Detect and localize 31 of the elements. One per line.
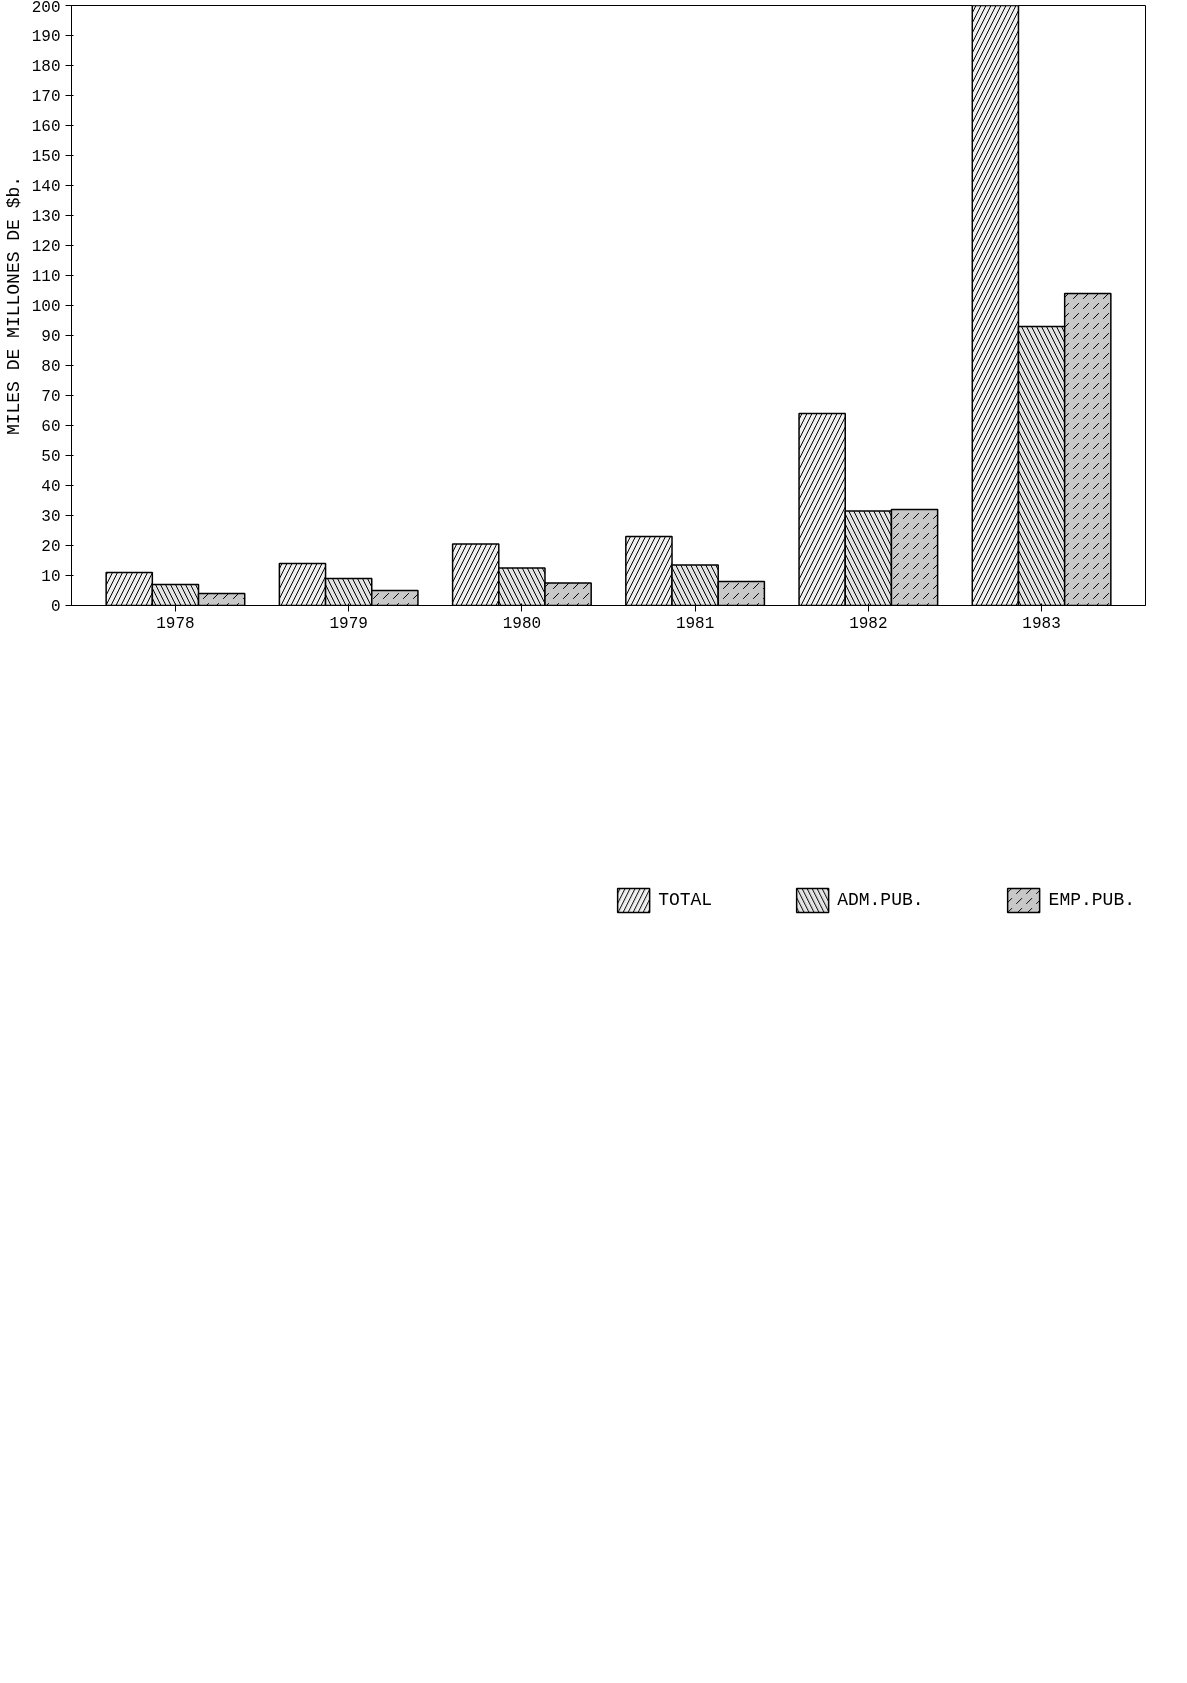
- y-tick-label: 10: [41, 568, 61, 586]
- y-tick-label: 170: [31, 88, 61, 106]
- y-tick-label: 120: [31, 238, 61, 256]
- y-tick-label: 90: [41, 328, 61, 346]
- y-tick-label: 100: [31, 298, 61, 316]
- y-tick-label: 60: [41, 418, 61, 436]
- y-tick-label: 50: [41, 448, 61, 466]
- x-tick-label: 1982: [849, 614, 888, 633]
- y-tick-label: 110: [31, 268, 61, 286]
- y-tick-label: 200: [31, 0, 61, 17]
- legend-label: EMP.PUB.: [1048, 890, 1135, 910]
- y-tick-label: 70: [41, 388, 61, 406]
- y-tick-label: 0: [50, 598, 61, 616]
- y-tick-label: 40: [41, 478, 61, 496]
- y-tick-label: 80: [41, 358, 61, 376]
- x-tick-label: 1983: [1022, 614, 1061, 633]
- y-tick-label: 140: [31, 178, 61, 196]
- y-tick-label: 180: [31, 58, 61, 76]
- y-tick-label: 30: [41, 508, 61, 526]
- legend-label: ADM.PUB.: [837, 890, 924, 910]
- y-tick-label: 190: [31, 28, 61, 46]
- x-tick-label: 1981: [675, 614, 715, 633]
- y-tick-label: 130: [31, 208, 61, 226]
- x-tick-label: 1978: [156, 614, 195, 633]
- y-tick-label: 20: [41, 538, 61, 556]
- x-tick-label: 1980: [502, 614, 542, 633]
- y-tick-label: 150: [31, 148, 61, 166]
- y-tick-label: 160: [31, 118, 61, 136]
- legend-label: TOTAL: [658, 890, 713, 910]
- x-tick-label: 1979: [329, 614, 368, 633]
- y-axis-title: MILES DE MILLONES DE $b.: [3, 175, 24, 436]
